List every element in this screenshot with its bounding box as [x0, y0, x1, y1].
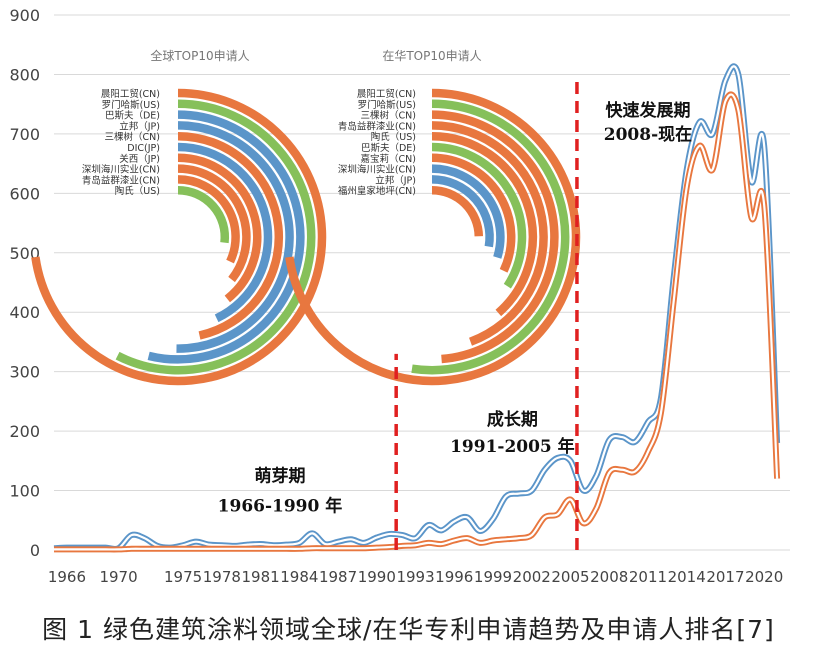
trend-lines [53, 63, 781, 553]
radial-bar-label: 立邦（JP) [375, 174, 416, 186]
x-tick-label: 1981 [242, 568, 280, 586]
phase-annotation: 2008-现在 [604, 124, 692, 145]
x-tick-label: 2008 [590, 568, 628, 586]
radial-bar-label: 罗门哈斯(US) [358, 99, 416, 111]
figure-caption: 图 1 绿色建筑涂料领域全球/在华专利申请趋势及申请人排名[7] [42, 615, 775, 644]
radial-bar [177, 164, 251, 283]
phase-annotation: 快速发展期 [605, 100, 690, 121]
x-tick-label: 1978 [203, 568, 241, 586]
radial-bar-label: 陶氏（US) [115, 185, 160, 197]
y-tick-label: 0 [30, 541, 40, 560]
x-tick-label: 1987 [319, 568, 357, 586]
radial-bar [431, 185, 484, 237]
x-tick-label: 1993 [396, 568, 434, 586]
x-tick-label: 1966 [48, 568, 86, 586]
radial-bar [176, 121, 294, 353]
grid-lines [54, 14, 790, 551]
y-tick-label: 400 [9, 303, 40, 322]
radial-bar [431, 164, 505, 259]
radial-bar [431, 142, 527, 289]
x-tick-label: 2002 [513, 568, 551, 586]
radial-bar [147, 110, 305, 364]
radial-bar-label: 晨阳工贸(CN) [101, 88, 160, 100]
y-tick-label: 200 [9, 422, 40, 441]
radial-bar-label: 巴斯夫（DE) [361, 142, 416, 154]
radial-bar-label: 罗门哈斯(US) [102, 99, 160, 111]
china-top10-radial-chart: 在华TOP10申请人 晨阳工贸(CN)罗门哈斯(US)三棵树（CN)青岛益群漆业… [285, 49, 581, 386]
y-tick-label: 100 [9, 482, 40, 501]
x-tick-label: 1996 [435, 568, 473, 586]
y-tick-label: 300 [9, 363, 40, 382]
radial-bar [177, 175, 240, 264]
china-top10-title: 在华TOP10申请人 [382, 49, 481, 63]
radial-bar-label: 福州皇家地坪(CN) [338, 185, 416, 197]
radial-bar [285, 88, 581, 386]
x-tick-label: 2017 [706, 568, 744, 586]
y-tick-label: 800 [9, 65, 40, 84]
phase-annotation: 1966-1990 年 [218, 495, 343, 516]
radial-bar [177, 142, 273, 323]
x-tick-label: 1990 [358, 568, 396, 586]
x-tick-label: 1975 [164, 568, 202, 586]
radial-bar-label: 巴斯夫（DE) [105, 110, 160, 122]
radial-bar [411, 99, 570, 375]
x-tick-label: 2020 [745, 568, 783, 586]
y-tick-label: 900 [9, 6, 40, 25]
radial-bar [115, 99, 316, 375]
radial-bar-label: 陶氏（US) [371, 131, 416, 143]
radial-bar [31, 88, 327, 386]
y-tick-label: 700 [9, 125, 40, 144]
orange-series-line-inner [54, 93, 779, 551]
radial-bar-label: 深圳海川实业(CN) [82, 164, 160, 176]
x-axis: 1966 1970 1975 1978 1981 1984 1987 1990 1993 1996… [48, 568, 783, 586]
radial-bar-label: 深圳海川实业(CN) [338, 164, 416, 176]
radial-bar-label: DIC(JP) [127, 143, 160, 154]
radial-bar-label: 三棵树（CN) [105, 131, 160, 143]
x-tick-label: 1999 [474, 568, 512, 586]
radial-bar-label: 关西（JP) [119, 153, 160, 165]
y-tick-label: 600 [9, 184, 40, 203]
radial-bar-label: 晨阳工贸(CN) [357, 88, 416, 100]
radial-bar [177, 185, 230, 244]
phase-dividers [394, 80, 579, 550]
x-tick-label: 2011 [629, 568, 667, 586]
phase-annotations: 萌芽期 1966-1990 年 成长期 1991-2005 年 快速发展期 2008-现在 [218, 100, 692, 516]
radial-bar [431, 110, 559, 364]
x-tick-label: 2005 [551, 568, 589, 586]
radial-bar [177, 153, 262, 303]
radial-bar [431, 153, 516, 273]
radial-bar-label: 青岛益群漆业(CN) [338, 120, 416, 132]
radial-bar-label: 青岛益群漆业(CN) [82, 174, 160, 186]
radial-bar-label: 嘉宝莉（CN) [361, 153, 416, 165]
radial-bar [431, 131, 537, 317]
x-tick-label: 1984 [280, 568, 318, 586]
x-tick-label: 1970 [99, 568, 137, 586]
radial-bar-label: 三棵树（CN) [361, 110, 416, 122]
phase-annotation: 成长期 [487, 409, 538, 430]
phase-annotation: 萌芽期 [254, 466, 305, 487]
radial-bar [431, 175, 494, 248]
x-tick-label: 2014 [668, 568, 706, 586]
radial-bar-label: 立邦（JP) [119, 120, 160, 132]
global-top10-title: 全球TOP10申请人 [150, 48, 249, 63]
radial-bar [177, 131, 284, 340]
radial-bar [431, 121, 548, 346]
phase-annotation: 1991-2005 年 [450, 436, 575, 457]
global-top10-radial-chart: 全球TOP10申请人 晨阳工贸(CN)罗门哈斯(US)巴斯夫（DE)立邦（JP)… [31, 48, 327, 386]
